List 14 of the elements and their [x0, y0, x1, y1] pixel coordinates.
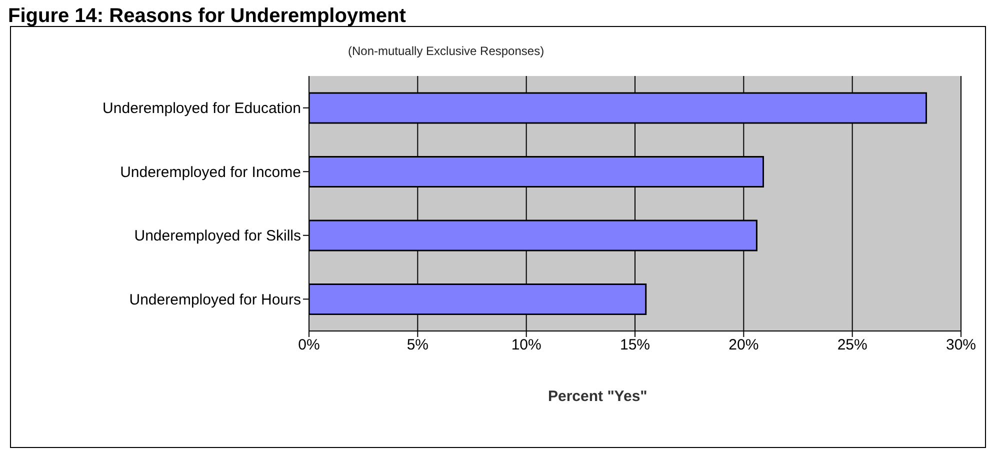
x-tick-label: 0% — [298, 336, 320, 354]
x-tick-label: 5% — [406, 336, 429, 354]
x-axis-title: Percent "Yes" — [548, 388, 648, 405]
x-tick-label: 15% — [620, 336, 650, 354]
x-tick-label: 20% — [728, 336, 759, 354]
y-tick-label: Underemployed for Hours — [129, 291, 301, 308]
chart-subtitle: (Non-mutually Exclusive Responses) — [348, 44, 544, 58]
x-tick-label: 30% — [946, 336, 976, 354]
chart-title: Figure 14: Reasons for Underemployment — [8, 5, 406, 27]
y-tick-label: Underemployed for Education — [102, 100, 301, 118]
y-tick-label: Underemployed for Skills — [134, 228, 301, 245]
x-tick-label: 10% — [511, 336, 542, 354]
y-tick-label: Underemployed for Income — [120, 164, 301, 181]
x-tick-label: 25% — [837, 336, 868, 354]
